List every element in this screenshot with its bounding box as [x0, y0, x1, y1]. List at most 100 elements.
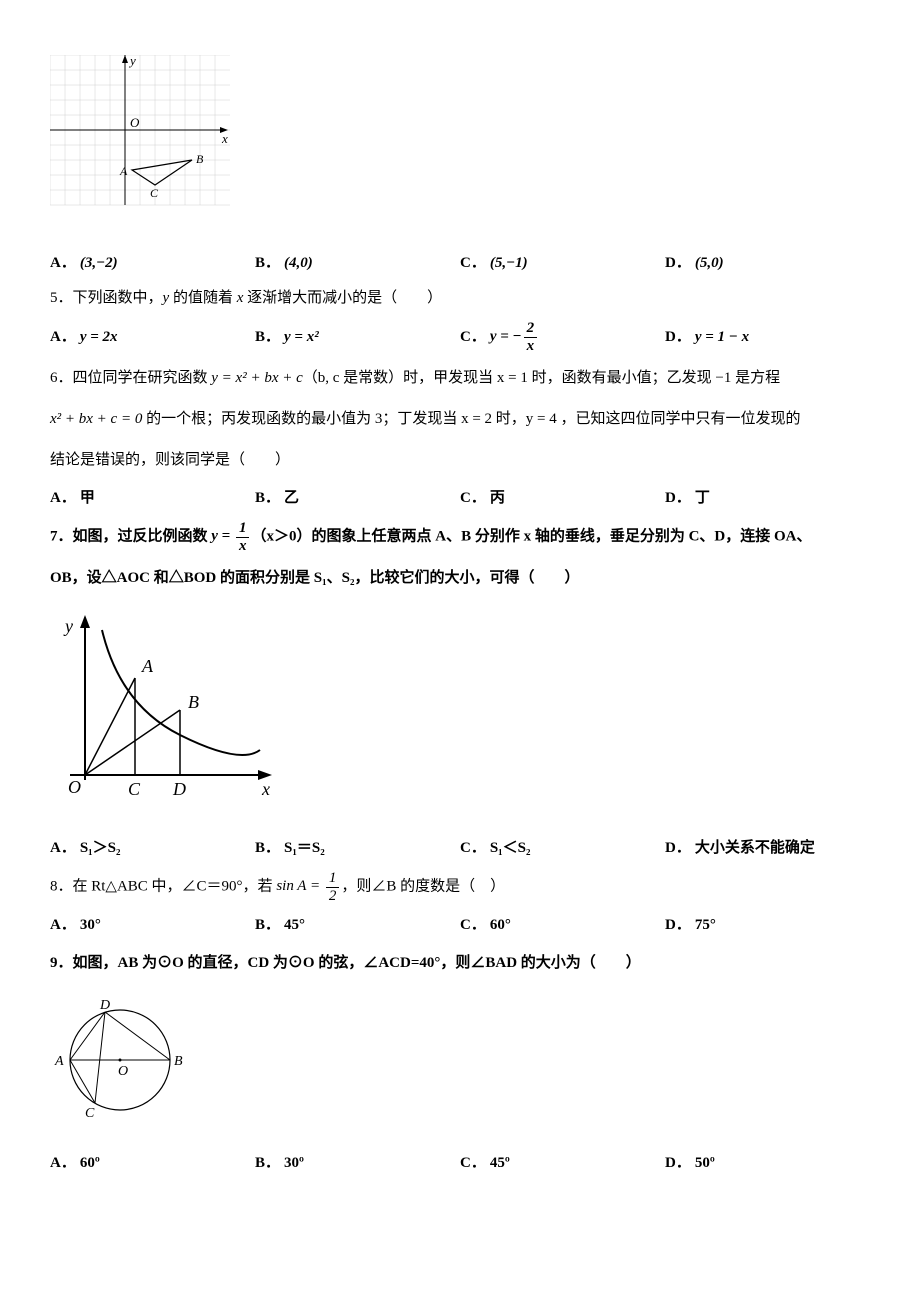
text-part: （b, c 是常数）时，甲发现当 x = 1 时，函数有最小值；乙发现 −1 是… — [303, 370, 780, 386]
q9-option-c: C．45º — [460, 1150, 665, 1177]
q6-line3: 结论是错误的，则该同学是（ ） — [50, 444, 870, 477]
option-value: S₁＞S₂ — [80, 835, 121, 862]
option-label: A． — [50, 250, 76, 277]
option-label: B． — [255, 250, 280, 277]
q5-text: 5．下列函数中，y 的值随着 x 逐渐增大而减小的是（ ） — [50, 285, 870, 312]
option-label: D． — [665, 250, 691, 277]
option-label: A． — [50, 1150, 76, 1177]
svg-text:O: O — [130, 115, 140, 130]
q4-option-a: A．(3,−2) — [50, 250, 255, 277]
option-label: C． — [460, 324, 486, 351]
q8-text: 8．在 Rt△ABC 中，∠C＝90°，若 sin A = 12，则∠B 的度数… — [50, 870, 870, 904]
option-value: y = 1 − x — [695, 324, 749, 351]
figure-q9-circle: A B C D O — [50, 995, 870, 1135]
q9-text: 9．如图，AB 为⊙O 的直径，CD 为⊙O 的弦，∠ACD=40°，则∠BAD… — [50, 947, 870, 980]
svg-text:D: D — [99, 998, 110, 1013]
option-value: (3,−2) — [80, 250, 118, 277]
option-label: C． — [460, 835, 486, 862]
svg-text:C: C — [128, 779, 141, 799]
q7-option-a: A．S₁＞S₂ — [50, 835, 255, 862]
option-label: D． — [665, 912, 691, 939]
text-part: 7．如图，过反比例函数 — [50, 528, 211, 544]
formula: y = 1x — [211, 528, 251, 544]
svg-text:A: A — [119, 164, 128, 178]
option-value: 乙 — [284, 485, 299, 512]
q8-options: A．30° B．45° C．60° D．75° — [50, 912, 870, 939]
q9-option-b: B．30º — [255, 1150, 460, 1177]
option-value: 60° — [490, 912, 511, 939]
option-label: D． — [665, 835, 691, 862]
q6-option-c: C．丙 — [460, 485, 665, 512]
svg-text:D: D — [172, 779, 186, 799]
q7-option-b: B．S₁＝S₂ — [255, 835, 460, 862]
svg-text:A: A — [54, 1054, 64, 1069]
option-value: (5,−1) — [490, 250, 528, 277]
option-value: S₁＜S₂ — [490, 835, 531, 862]
option-label: B． — [255, 835, 280, 862]
q6-option-d: D．丁 — [665, 485, 870, 512]
q8-option-c: C．60° — [460, 912, 665, 939]
svg-text:x: x — [261, 779, 270, 799]
q4-option-c: C．(5,−1) — [460, 250, 665, 277]
svg-text:B: B — [174, 1054, 183, 1069]
option-value: 甲 — [80, 485, 95, 512]
svg-text:B: B — [196, 152, 204, 166]
option-label: B． — [255, 912, 280, 939]
q6-options: A．甲 B．乙 C．丙 D．丁 — [50, 485, 870, 512]
formula: sin A = 12 — [276, 878, 341, 894]
text-part: 6．四位同学在研究函数 — [50, 370, 211, 386]
option-value: 丙 — [490, 485, 505, 512]
text-part: ，则∠B 的度数是（ ） — [341, 878, 505, 894]
q6-option-b: B．乙 — [255, 485, 460, 512]
graph-svg: y x O A B C D — [50, 610, 280, 810]
svg-text:C: C — [150, 186, 159, 200]
svg-text:A: A — [141, 656, 154, 676]
option-value: 75° — [695, 912, 716, 939]
q8-option-b: B．45° — [255, 912, 460, 939]
option-value: y = −2x — [490, 320, 539, 354]
option-value: 60º — [80, 1150, 100, 1177]
q4-options: A．(3,−2) B．(4,0) C．(5,−1) D．(5,0) — [50, 250, 870, 277]
option-value: 丁 — [695, 485, 710, 512]
figure-q4-grid: y x O A B C — [50, 55, 870, 235]
q5-options: A．y = 2x B．y = x² C．y = −2x D．y = 1 − x — [50, 320, 870, 354]
option-label: B． — [255, 324, 280, 351]
svg-text:B: B — [188, 692, 199, 712]
svg-text:y: y — [63, 616, 73, 636]
q5-option-b: B．y = x² — [255, 320, 460, 354]
q4-option-d: D．(5,0) — [665, 250, 870, 277]
option-value: 45º — [490, 1150, 510, 1177]
option-value: 50º — [695, 1150, 715, 1177]
option-label: A． — [50, 912, 76, 939]
text-part: 的一个根；丙发现函数的最小值为 3；丁发现当 x = 2 时，y = 4 ，已知… — [142, 411, 800, 427]
option-value: (4,0) — [284, 250, 313, 277]
q7-line1: 7．如图，过反比例函数 y = 1x（x＞0）的图象上任意两点 A、B 分别作 … — [50, 520, 870, 554]
q5-option-a: A．y = 2x — [50, 320, 255, 354]
q7-option-d: D．大小关系不能确定 — [665, 835, 870, 862]
q5-option-c: C．y = −2x — [460, 320, 665, 354]
q8-option-d: D．75° — [665, 912, 870, 939]
svg-text:y: y — [128, 55, 136, 68]
option-label: B． — [255, 1150, 280, 1177]
option-label: A． — [50, 485, 76, 512]
svg-text:O: O — [118, 1064, 128, 1079]
option-label: C． — [460, 485, 486, 512]
q7-options: A．S₁＞S₂ B．S₁＝S₂ C．S₁＜S₂ D．大小关系不能确定 — [50, 835, 870, 862]
option-label: C． — [460, 912, 486, 939]
q9-options: A．60º B．30º C．45º D．50º — [50, 1150, 870, 1177]
option-label: D． — [665, 324, 691, 351]
q7-line2: OB，设△AOC 和△BOD 的面积分别是 S₁、S₂，比较它们的大小，可得（ … — [50, 562, 870, 595]
svg-text:x: x — [221, 131, 228, 146]
q6-option-a: A．甲 — [50, 485, 255, 512]
svg-text:O: O — [68, 777, 81, 797]
option-value: y = x² — [284, 324, 319, 351]
formula: x² + bx + c = 0 — [50, 411, 142, 427]
option-value: 30º — [284, 1150, 304, 1177]
question-text: 5．下列函数中，y 的值随着 x 逐渐增大而减小的是（ ） — [50, 290, 442, 306]
q7-option-c: C．S₁＜S₂ — [460, 835, 665, 862]
figure-q7-graph: y x O A B C D — [50, 610, 870, 820]
q4-option-b: B．(4,0) — [255, 250, 460, 277]
text-part: 8．在 Rt△ABC 中，∠C＝90°，若 — [50, 878, 276, 894]
option-value: 45° — [284, 912, 305, 939]
option-value: S₁＝S₂ — [284, 835, 325, 862]
